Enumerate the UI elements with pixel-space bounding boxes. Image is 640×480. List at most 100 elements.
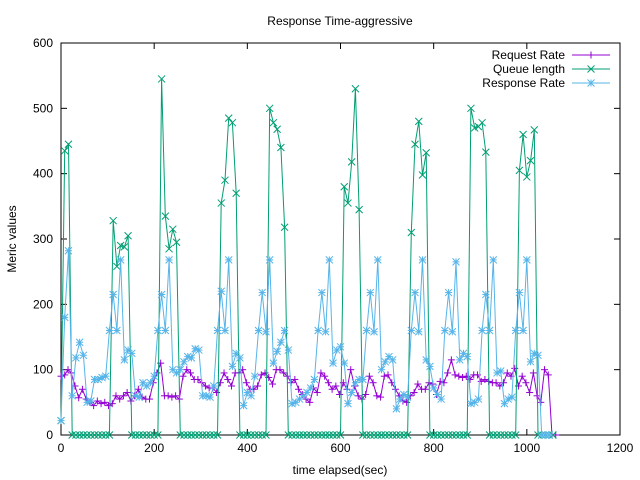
- series-queue-length: [57, 75, 557, 439]
- chart-title: Response Time-aggressive: [267, 14, 413, 28]
- data-point: [187, 431, 196, 439]
- data-point: [209, 382, 218, 390]
- data-point: [359, 431, 367, 439]
- data-point: [455, 431, 464, 439]
- data-point: [511, 364, 519, 372]
- data-point: [437, 431, 445, 439]
- data-point: [239, 401, 248, 410]
- data-point: [421, 385, 429, 393]
- data-point: [403, 393, 412, 401]
- data-point: [187, 354, 196, 362]
- data-point: [392, 405, 401, 413]
- data-point: [448, 431, 457, 439]
- data-point: [444, 369, 452, 377]
- data-point: [57, 416, 65, 425]
- data-point: [157, 75, 166, 83]
- data-point: [236, 431, 244, 439]
- data-point: [474, 395, 483, 403]
- data-point: [191, 431, 200, 439]
- data-point: [120, 356, 129, 364]
- data-point: [236, 354, 244, 362]
- data-point: [373, 256, 382, 264]
- data-point: [388, 431, 397, 439]
- data-point: [396, 395, 404, 403]
- data-point: [295, 385, 303, 393]
- data-point: [98, 431, 106, 439]
- data-point: [86, 397, 95, 405]
- plot-area-frame: [60, 42, 621, 436]
- data-point: [388, 356, 397, 364]
- data-point: [380, 372, 388, 380]
- data-point: [347, 388, 356, 397]
- data-point: [332, 431, 341, 439]
- data-point: [227, 382, 235, 390]
- data-point: [455, 356, 464, 364]
- data-point: [86, 431, 95, 439]
- data-point: [377, 431, 386, 439]
- data-point: [280, 326, 289, 335]
- data-point: [105, 402, 113, 410]
- data-point: [273, 347, 282, 356]
- x-tick-label: 600: [330, 441, 350, 455]
- data-point: [410, 389, 418, 397]
- data-point: [94, 431, 103, 439]
- x-tick-label: 0: [58, 441, 65, 455]
- data-point: [508, 431, 516, 439]
- data-point: [481, 375, 489, 383]
- data-point: [478, 118, 486, 127]
- data-point: [500, 379, 508, 387]
- data-point: [220, 369, 228, 377]
- data-point: [362, 431, 371, 439]
- data-point: [254, 431, 263, 439]
- data-point: [340, 182, 349, 191]
- data-point: [113, 262, 121, 271]
- data-point: [537, 398, 545, 406]
- data-point: [146, 431, 155, 439]
- x-axis-label: time elapsed(sec): [293, 463, 388, 477]
- data-point: [64, 366, 72, 374]
- legend-label: Request Rate: [492, 48, 566, 62]
- y-tick-label: 600: [33, 36, 53, 50]
- data-point: [321, 327, 330, 336]
- data-point: [366, 288, 375, 297]
- data-point: [101, 431, 110, 439]
- data-point: [314, 431, 322, 439]
- data-point: [370, 431, 378, 439]
- y-tick-label: 200: [33, 297, 53, 311]
- data-point: [176, 431, 185, 439]
- data-point: [60, 313, 69, 322]
- data-point: [332, 382, 340, 390]
- y-tick-label: 400: [33, 167, 53, 181]
- data-point: [422, 148, 431, 157]
- data-point: [280, 223, 289, 232]
- data-point: [407, 228, 416, 237]
- y-axis: 0 100 200 300 400 500 600: [33, 36, 620, 442]
- data-point: [232, 189, 241, 198]
- data-point: [440, 431, 449, 439]
- data-point: [396, 431, 404, 439]
- series-layer: [57, 75, 560, 439]
- data-point: [328, 385, 336, 393]
- legend-marker: [587, 51, 595, 59]
- data-point: [321, 372, 329, 380]
- data-point: [429, 384, 438, 392]
- data-point: [198, 431, 207, 439]
- data-point: [530, 126, 539, 134]
- data-point: [60, 146, 69, 155]
- data-point: [291, 375, 299, 383]
- data-point: [258, 431, 267, 439]
- data-point: [172, 238, 181, 247]
- data-point: [172, 392, 180, 400]
- data-point: [250, 385, 258, 393]
- data-point: [119, 392, 127, 400]
- data-point: [72, 431, 80, 439]
- data-point: [109, 290, 118, 299]
- data-point: [247, 431, 255, 439]
- data-point: [403, 431, 412, 439]
- data-point: [79, 351, 88, 360]
- data-point: [354, 392, 362, 400]
- data-point: [288, 431, 296, 439]
- data-point: [317, 369, 325, 377]
- data-point: [142, 431, 151, 439]
- data-point: [164, 392, 172, 400]
